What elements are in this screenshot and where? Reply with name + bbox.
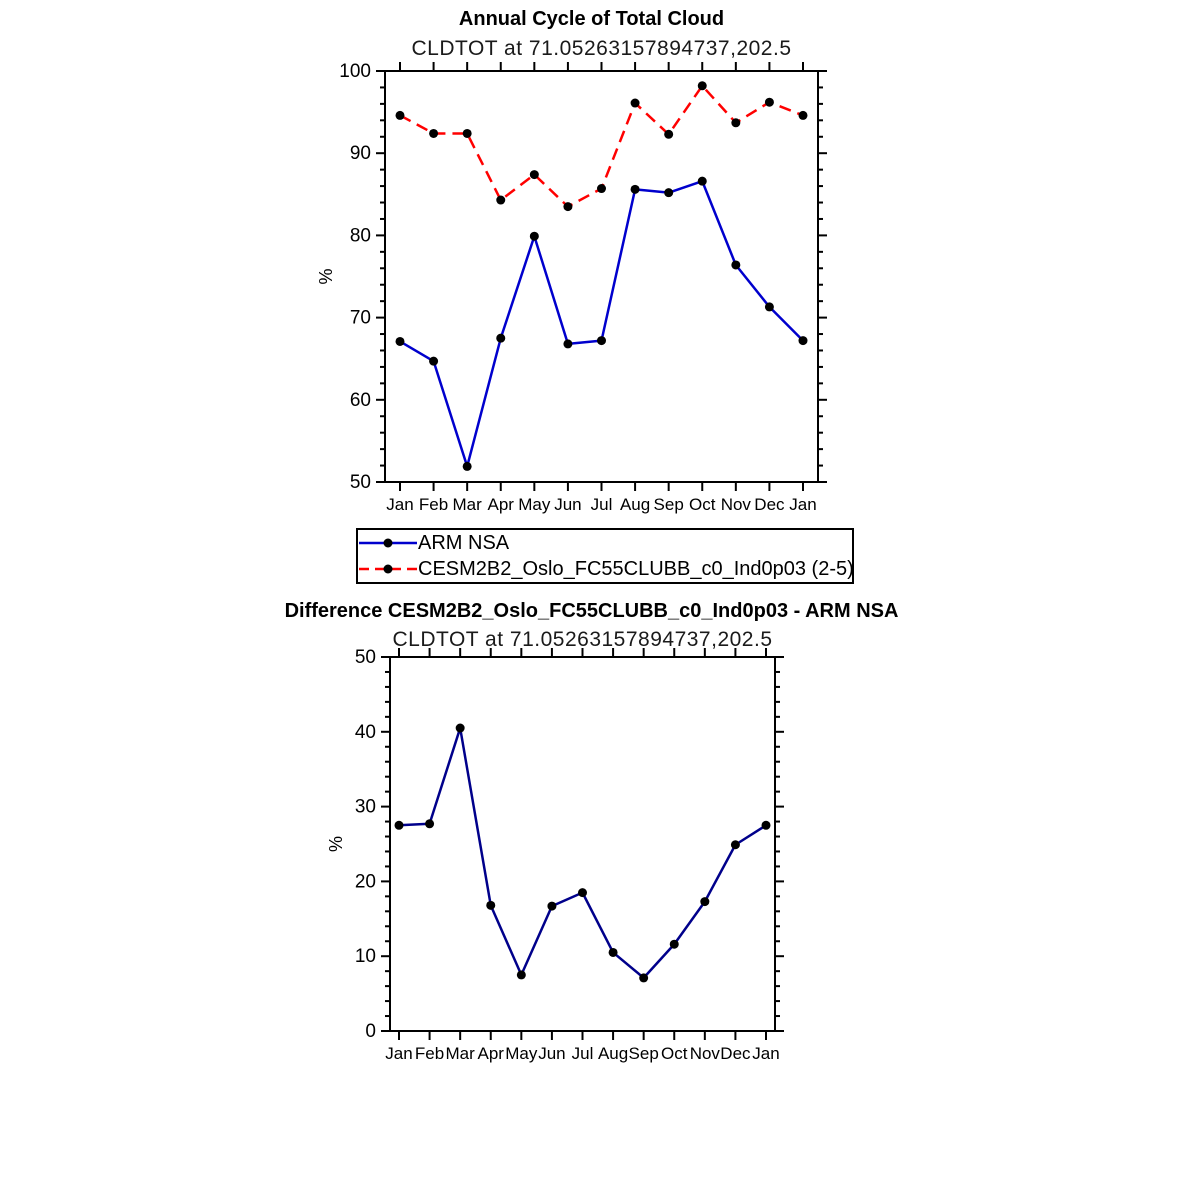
legend-line-sample-solid	[359, 538, 417, 548]
x-tick-label: Apr	[488, 495, 515, 514]
x-tick-label: May	[518, 495, 551, 514]
y-axis-label: %	[316, 268, 336, 284]
x-tick-label: May	[505, 1044, 538, 1063]
data-point-marker	[731, 260, 741, 270]
data-point-marker	[664, 129, 674, 139]
y-tick-label: 0	[365, 1021, 376, 1042]
data-point-marker	[630, 184, 640, 194]
data-point-marker	[455, 723, 465, 733]
y-axis-label: %	[326, 836, 346, 852]
y-tick-label: 30	[355, 797, 376, 818]
x-tick-label: Feb	[419, 495, 448, 514]
x-tick-label: Feb	[415, 1044, 444, 1063]
x-tick-label: Jun	[554, 495, 581, 514]
series-line	[399, 179, 804, 468]
x-tick-label: Jan	[752, 1044, 779, 1063]
y-tick-label: 60	[350, 390, 371, 411]
x-tick-label: Apr	[478, 1044, 505, 1063]
x-tick-label: Oct	[661, 1044, 688, 1063]
data-point-marker	[425, 819, 435, 829]
data-point-marker	[639, 973, 649, 983]
data-point-marker	[563, 339, 573, 349]
legend-line-sample-dashed	[359, 564, 417, 574]
data-point-marker	[462, 128, 472, 138]
data-point-marker	[597, 184, 606, 194]
x-tick-label: Sep	[654, 495, 684, 514]
x-tick-label: Nov	[690, 1044, 721, 1063]
x-tick-label: Aug	[598, 1044, 628, 1063]
x-tick-label: Jul	[572, 1044, 594, 1063]
legend-label-arm-nsa: ARM NSA	[418, 531, 510, 554]
y-tick-label: 20	[355, 871, 376, 892]
data-point-marker	[563, 202, 573, 212]
data-point-marker	[429, 356, 439, 366]
chart2-title: Difference CESM2B2_Oslo_FC55CLUBB_c0_Ind…	[284, 600, 899, 622]
x-tick-label: Oct	[689, 495, 716, 514]
data-point-marker	[597, 336, 606, 346]
data-point-marker	[697, 81, 707, 91]
data-point-marker	[731, 118, 741, 128]
data-point-marker	[395, 110, 405, 120]
x-tick-label: Jan	[386, 495, 413, 514]
y-tick-label: 90	[350, 143, 371, 164]
data-point-marker	[578, 888, 587, 898]
y-tick-label: 10	[355, 946, 376, 967]
legend-label-cesm: CESM2B2_Oslo_FC55CLUBB_c0_Ind0p03 (2-5)	[418, 557, 854, 580]
chart1-subtitle: CLDTOT at 71.05263157894737,202.5	[411, 37, 792, 60]
chart1-title: Annual Cycle of Total Cloud	[458, 8, 725, 30]
x-tick-label: Nov	[721, 495, 752, 514]
data-point-marker	[761, 820, 771, 830]
legend-box: ARM NSA CESM2B2_Oslo_FC55CLUBB_c0_Ind0p0…	[356, 528, 854, 584]
data-point-marker	[764, 97, 774, 107]
data-point-marker	[486, 900, 496, 910]
data-point-marker	[496, 195, 506, 205]
y-tick-label: 50	[350, 472, 371, 493]
data-point-marker	[462, 461, 472, 471]
chart2-subtitle: CLDTOT at 71.05263157894737,202.5	[392, 628, 773, 651]
x-tick-label: Sep	[629, 1044, 659, 1063]
legend-entry-arm-nsa: ARM NSA	[358, 530, 852, 556]
annual-cycle-chart: 50 60 70 80 90 100 Jan Feb Mar Apr May Jun Jul Aug Sep…	[316, 61, 827, 514]
data-point-marker	[547, 901, 557, 911]
data-point-marker	[700, 897, 710, 907]
data-point-marker	[529, 170, 539, 180]
data-point-marker	[496, 333, 506, 343]
data-point-marker	[429, 128, 439, 138]
data-point-marker	[664, 188, 674, 198]
data-point-marker	[669, 939, 679, 949]
y-tick-label: 40	[355, 722, 376, 743]
data-point-marker	[516, 970, 526, 980]
data-point-marker	[764, 302, 774, 312]
data-point-marker	[697, 176, 707, 186]
data-point-marker	[730, 840, 740, 850]
x-tick-label: Jan	[789, 495, 816, 514]
data-point-marker	[630, 98, 640, 108]
x-tick-label: Aug	[620, 495, 650, 514]
x-tick-label: Mar	[453, 495, 483, 514]
data-point-marker	[394, 820, 404, 830]
x-tick-label: Jul	[591, 495, 613, 514]
data-point-marker	[798, 336, 808, 346]
series-line	[398, 726, 767, 980]
y-tick-label: 100	[339, 61, 371, 82]
data-point-marker	[529, 231, 539, 241]
plot-border	[389, 656, 776, 1032]
x-tick-label: Mar	[446, 1044, 476, 1063]
data-point-marker	[395, 336, 405, 346]
x-tick-label: Jun	[538, 1044, 565, 1063]
y-tick-label: 70	[350, 308, 371, 329]
y-tick-label: 50	[355, 647, 376, 668]
plot-border	[384, 70, 819, 483]
data-point-marker	[798, 110, 808, 120]
x-tick-label: Dec	[754, 495, 785, 514]
x-tick-label: Jan	[385, 1044, 412, 1063]
y-tick-label: 80	[350, 225, 371, 246]
legend-entry-cesm: CESM2B2_Oslo_FC55CLUBB_c0_Ind0p03 (2-5)	[358, 556, 854, 582]
data-point-marker	[608, 947, 618, 957]
x-tick-label: Dec	[720, 1044, 751, 1063]
